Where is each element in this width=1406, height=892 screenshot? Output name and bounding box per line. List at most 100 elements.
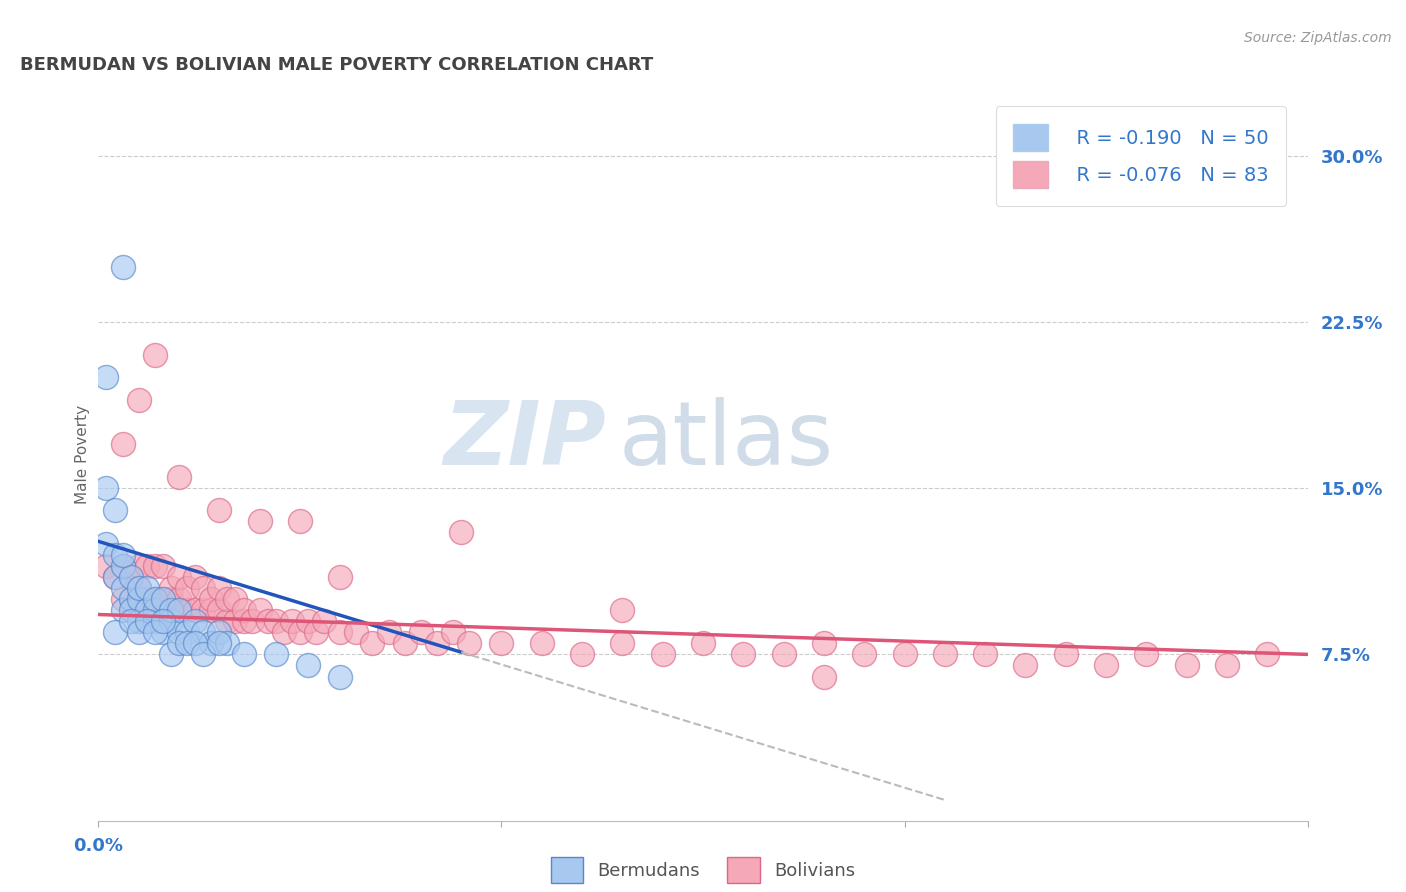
Point <box>143 592 166 607</box>
Point <box>256 614 278 628</box>
Point <box>143 614 166 628</box>
Point <box>232 603 254 617</box>
Point <box>208 603 231 617</box>
Point <box>200 592 222 607</box>
Point <box>409 625 432 640</box>
Point <box>651 648 673 662</box>
Point <box>208 503 231 517</box>
Point <box>120 570 142 584</box>
Point <box>120 614 142 628</box>
Point <box>111 581 134 595</box>
Point <box>193 625 215 640</box>
Point <box>160 603 183 617</box>
Point <box>264 614 287 628</box>
Point <box>458 636 481 650</box>
Point <box>450 525 472 540</box>
Point <box>103 625 125 640</box>
Point <box>200 603 222 617</box>
Point <box>152 625 174 640</box>
Point <box>176 636 198 650</box>
Point <box>184 614 207 628</box>
Point <box>128 625 150 640</box>
Point <box>128 592 150 607</box>
Y-axis label: Male Poverty: Male Poverty <box>75 405 90 505</box>
Point <box>208 581 231 595</box>
Point <box>167 470 190 484</box>
Point <box>273 625 295 640</box>
Text: 0.0%: 0.0% <box>73 837 124 855</box>
Point <box>103 570 125 584</box>
Point <box>96 558 118 573</box>
Point <box>143 603 166 617</box>
Point <box>249 603 271 617</box>
Point <box>232 614 254 628</box>
Point <box>120 592 142 607</box>
Point <box>612 603 634 617</box>
Point <box>103 570 125 584</box>
Point <box>361 636 384 650</box>
Point <box>120 603 142 617</box>
Point <box>1095 658 1118 673</box>
Point <box>305 625 328 640</box>
Point <box>377 625 399 640</box>
Point <box>103 503 125 517</box>
Point <box>160 648 183 662</box>
Point <box>152 558 174 573</box>
Point <box>692 636 714 650</box>
Point <box>111 548 134 562</box>
Point <box>329 570 352 584</box>
Point <box>111 558 134 573</box>
Point <box>249 515 271 529</box>
Point <box>152 592 174 607</box>
Point <box>288 625 311 640</box>
Point <box>143 625 166 640</box>
Point <box>193 581 215 595</box>
Text: Source: ZipAtlas.com: Source: ZipAtlas.com <box>1244 31 1392 45</box>
Point <box>111 592 134 607</box>
Point <box>160 614 183 628</box>
Point <box>135 558 157 573</box>
Point <box>1014 658 1036 673</box>
Point <box>143 592 166 607</box>
Point <box>135 592 157 607</box>
Point <box>224 614 246 628</box>
Point <box>176 603 198 617</box>
Point <box>111 437 134 451</box>
Point <box>184 603 207 617</box>
Point <box>813 636 835 650</box>
Point <box>167 625 190 640</box>
Point <box>344 625 367 640</box>
Point <box>208 636 231 650</box>
Point <box>167 592 190 607</box>
Point <box>264 648 287 662</box>
Point <box>167 636 190 650</box>
Point <box>111 603 134 617</box>
Point <box>314 614 336 628</box>
Point <box>491 636 513 650</box>
Point <box>772 648 794 662</box>
Point <box>103 548 125 562</box>
Point <box>232 648 254 662</box>
Text: BERMUDAN VS BOLIVIAN MALE POVERTY CORRELATION CHART: BERMUDAN VS BOLIVIAN MALE POVERTY CORREL… <box>20 56 652 74</box>
Text: atlas: atlas <box>619 397 834 483</box>
Point <box>200 636 222 650</box>
Point <box>167 603 190 617</box>
Point <box>288 515 311 529</box>
Point <box>135 581 157 595</box>
Point <box>217 636 239 650</box>
Point <box>934 648 956 662</box>
Point <box>120 570 142 584</box>
Point <box>120 592 142 607</box>
Point <box>853 648 876 662</box>
Point <box>813 669 835 683</box>
Point <box>329 625 352 640</box>
Point <box>394 636 416 650</box>
Point <box>128 558 150 573</box>
Point <box>1135 648 1157 662</box>
Point <box>160 592 183 607</box>
Point <box>329 669 352 683</box>
Point <box>571 648 593 662</box>
Point <box>135 614 157 628</box>
Point <box>167 570 190 584</box>
Point <box>1054 648 1077 662</box>
